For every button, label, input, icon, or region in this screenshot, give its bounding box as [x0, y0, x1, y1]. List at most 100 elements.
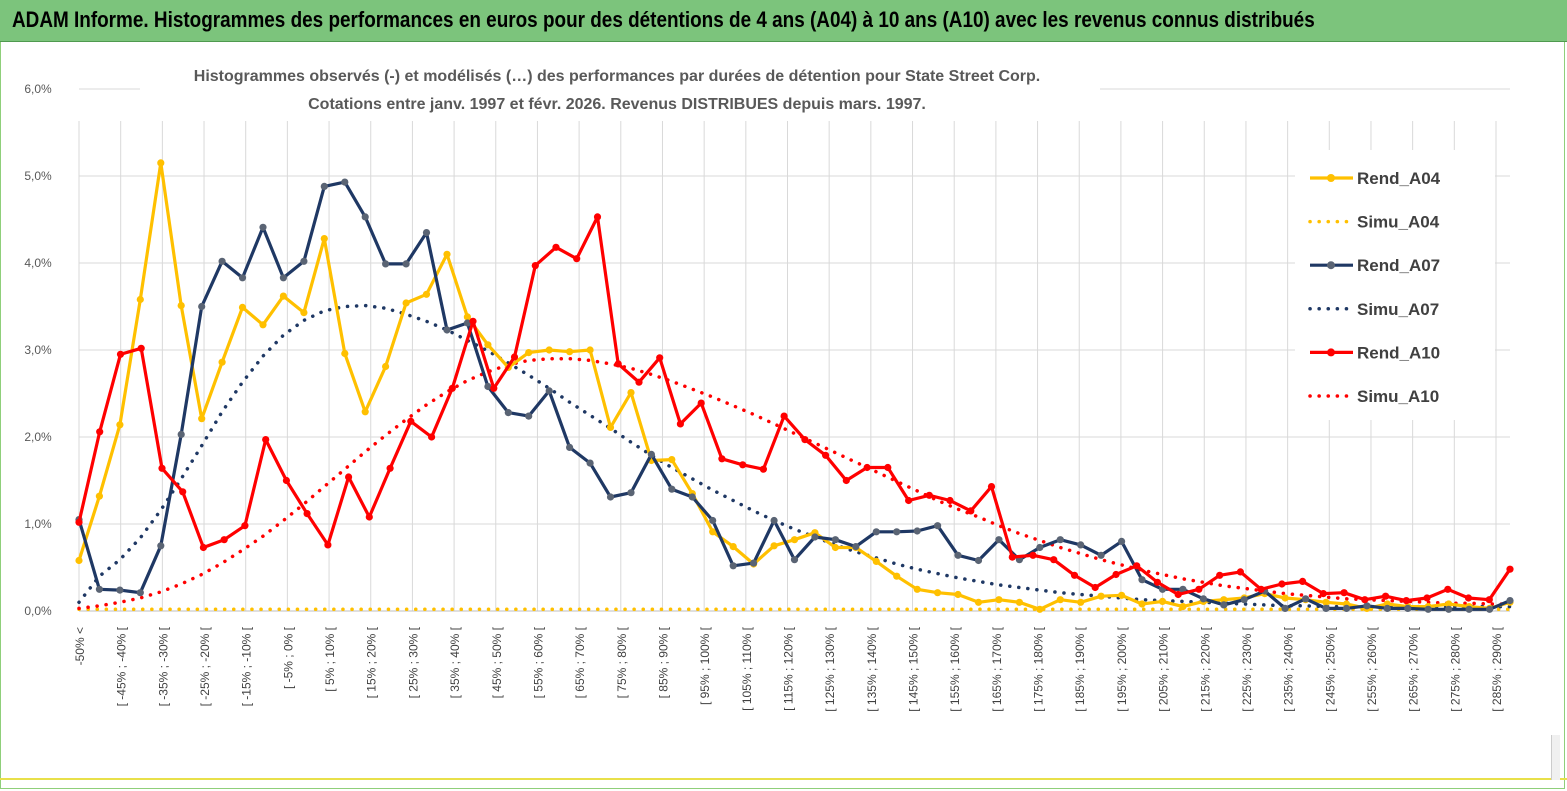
data-point	[606, 423, 615, 431]
data-point	[198, 415, 206, 423]
data-point	[1423, 594, 1431, 602]
data-point	[1299, 577, 1307, 586]
data-point	[469, 317, 477, 325]
data-point	[1097, 551, 1105, 559]
data-point	[137, 344, 145, 352]
data-point	[872, 557, 880, 566]
data-point	[407, 417, 415, 425]
data-point	[1281, 604, 1289, 613]
data-point	[831, 536, 840, 544]
y-tick-label: 1,0%	[24, 517, 52, 531]
data-point	[852, 543, 860, 551]
data-point	[545, 346, 553, 354]
data-point	[382, 362, 390, 371]
x-tick-label: [ 245% ; 250% [	[1323, 626, 1337, 711]
data-point	[811, 533, 819, 541]
data-point	[759, 465, 768, 473]
data-point	[95, 585, 103, 593]
x-tick-label: [ 275% ; 280% [	[1448, 626, 1462, 711]
x-tick-label: [ 145% ; 150% [	[907, 626, 921, 711]
data-point	[676, 420, 685, 428]
data-point	[668, 485, 676, 493]
data-point	[831, 543, 840, 552]
data-point	[946, 496, 954, 505]
data-point	[1138, 600, 1146, 608]
x-tick-label: [ 155% ; 160% [	[948, 626, 962, 711]
data-point	[386, 464, 394, 472]
legend-background	[1295, 150, 1495, 420]
x-tick-label: [ -25% ; -20% [	[198, 626, 212, 706]
y-tick-label: 2,0%	[24, 430, 52, 444]
data-point	[300, 257, 308, 265]
data-point	[218, 257, 226, 265]
data-point	[718, 455, 726, 463]
data-point	[443, 250, 451, 258]
legend-marker	[1327, 261, 1335, 270]
y-tick-label: 4,0%	[24, 256, 52, 270]
data-point	[282, 476, 290, 485]
series-Simu_A10	[77, 356, 1512, 611]
x-tick-label: [ 165% ; 170% [	[990, 626, 1004, 711]
data-point	[688, 493, 696, 501]
data-point	[531, 262, 539, 270]
data-point	[1138, 576, 1146, 584]
data-point	[525, 412, 533, 420]
y-tick-label: 5,0%	[24, 169, 52, 183]
data-point	[656, 354, 664, 362]
series-layer	[75, 159, 1514, 613]
data-point	[341, 178, 349, 186]
legend: Rend_A04 Simu_A04 Rend_A07 Simu_A07 Rend_A10…	[1308, 169, 1441, 406]
banner-title: ADAM Informe. Histogrammes des performan…	[12, 7, 1315, 32]
data-point	[1404, 604, 1412, 613]
data-point	[770, 516, 778, 525]
data-point	[361, 408, 369, 416]
data-point	[158, 464, 166, 472]
data-point	[75, 556, 83, 565]
data-point	[95, 492, 103, 500]
x-tick-label: [ 35% ; 40% [	[448, 626, 462, 698]
data-point	[484, 382, 492, 391]
data-point	[842, 476, 850, 485]
y-tick-label: 0,0%	[24, 604, 52, 618]
legend-label: Simu_A07	[1357, 300, 1439, 319]
data-point	[913, 585, 921, 593]
data-point	[1118, 537, 1126, 546]
data-point	[402, 260, 410, 268]
data-point	[259, 321, 267, 329]
data-point	[863, 463, 871, 472]
data-point	[801, 436, 809, 444]
data-point	[635, 378, 643, 386]
x-tick-label: [ 105% ; 110% [	[740, 626, 754, 710]
data-point	[1179, 585, 1187, 593]
data-point	[1342, 604, 1351, 613]
data-point	[668, 456, 676, 464]
data-point	[1281, 594, 1289, 602]
title-banner: ADAM Informe. Histogrammes des performan…	[0, 0, 1567, 42]
x-tick-label: [ 215% ; 220% [	[1198, 626, 1212, 711]
x-tick-label: [ 45% ; 50% [	[490, 626, 504, 698]
data-point	[954, 551, 962, 559]
legend-item: Rend_A04	[1310, 169, 1441, 188]
data-point	[1220, 596, 1228, 604]
data-point	[1383, 604, 1391, 613]
data-point	[422, 229, 431, 237]
data-point	[1133, 562, 1141, 570]
data-point	[606, 493, 615, 501]
data-point	[199, 543, 207, 552]
data-point	[1464, 594, 1473, 602]
data-point	[1153, 578, 1161, 586]
data-point	[566, 443, 574, 451]
data-point	[1056, 536, 1064, 544]
data-point	[934, 522, 942, 530]
data-point	[1485, 596, 1493, 604]
data-point	[573, 255, 581, 263]
scroll-stub	[1551, 735, 1560, 780]
data-point	[1240, 596, 1248, 604]
data-point	[1199, 595, 1207, 603]
data-point	[238, 274, 247, 282]
series-Simu_A07	[77, 303, 1512, 609]
data-point	[303, 509, 311, 518]
series-line	[77, 215, 1512, 603]
legend-label: Simu_A10	[1357, 387, 1439, 406]
